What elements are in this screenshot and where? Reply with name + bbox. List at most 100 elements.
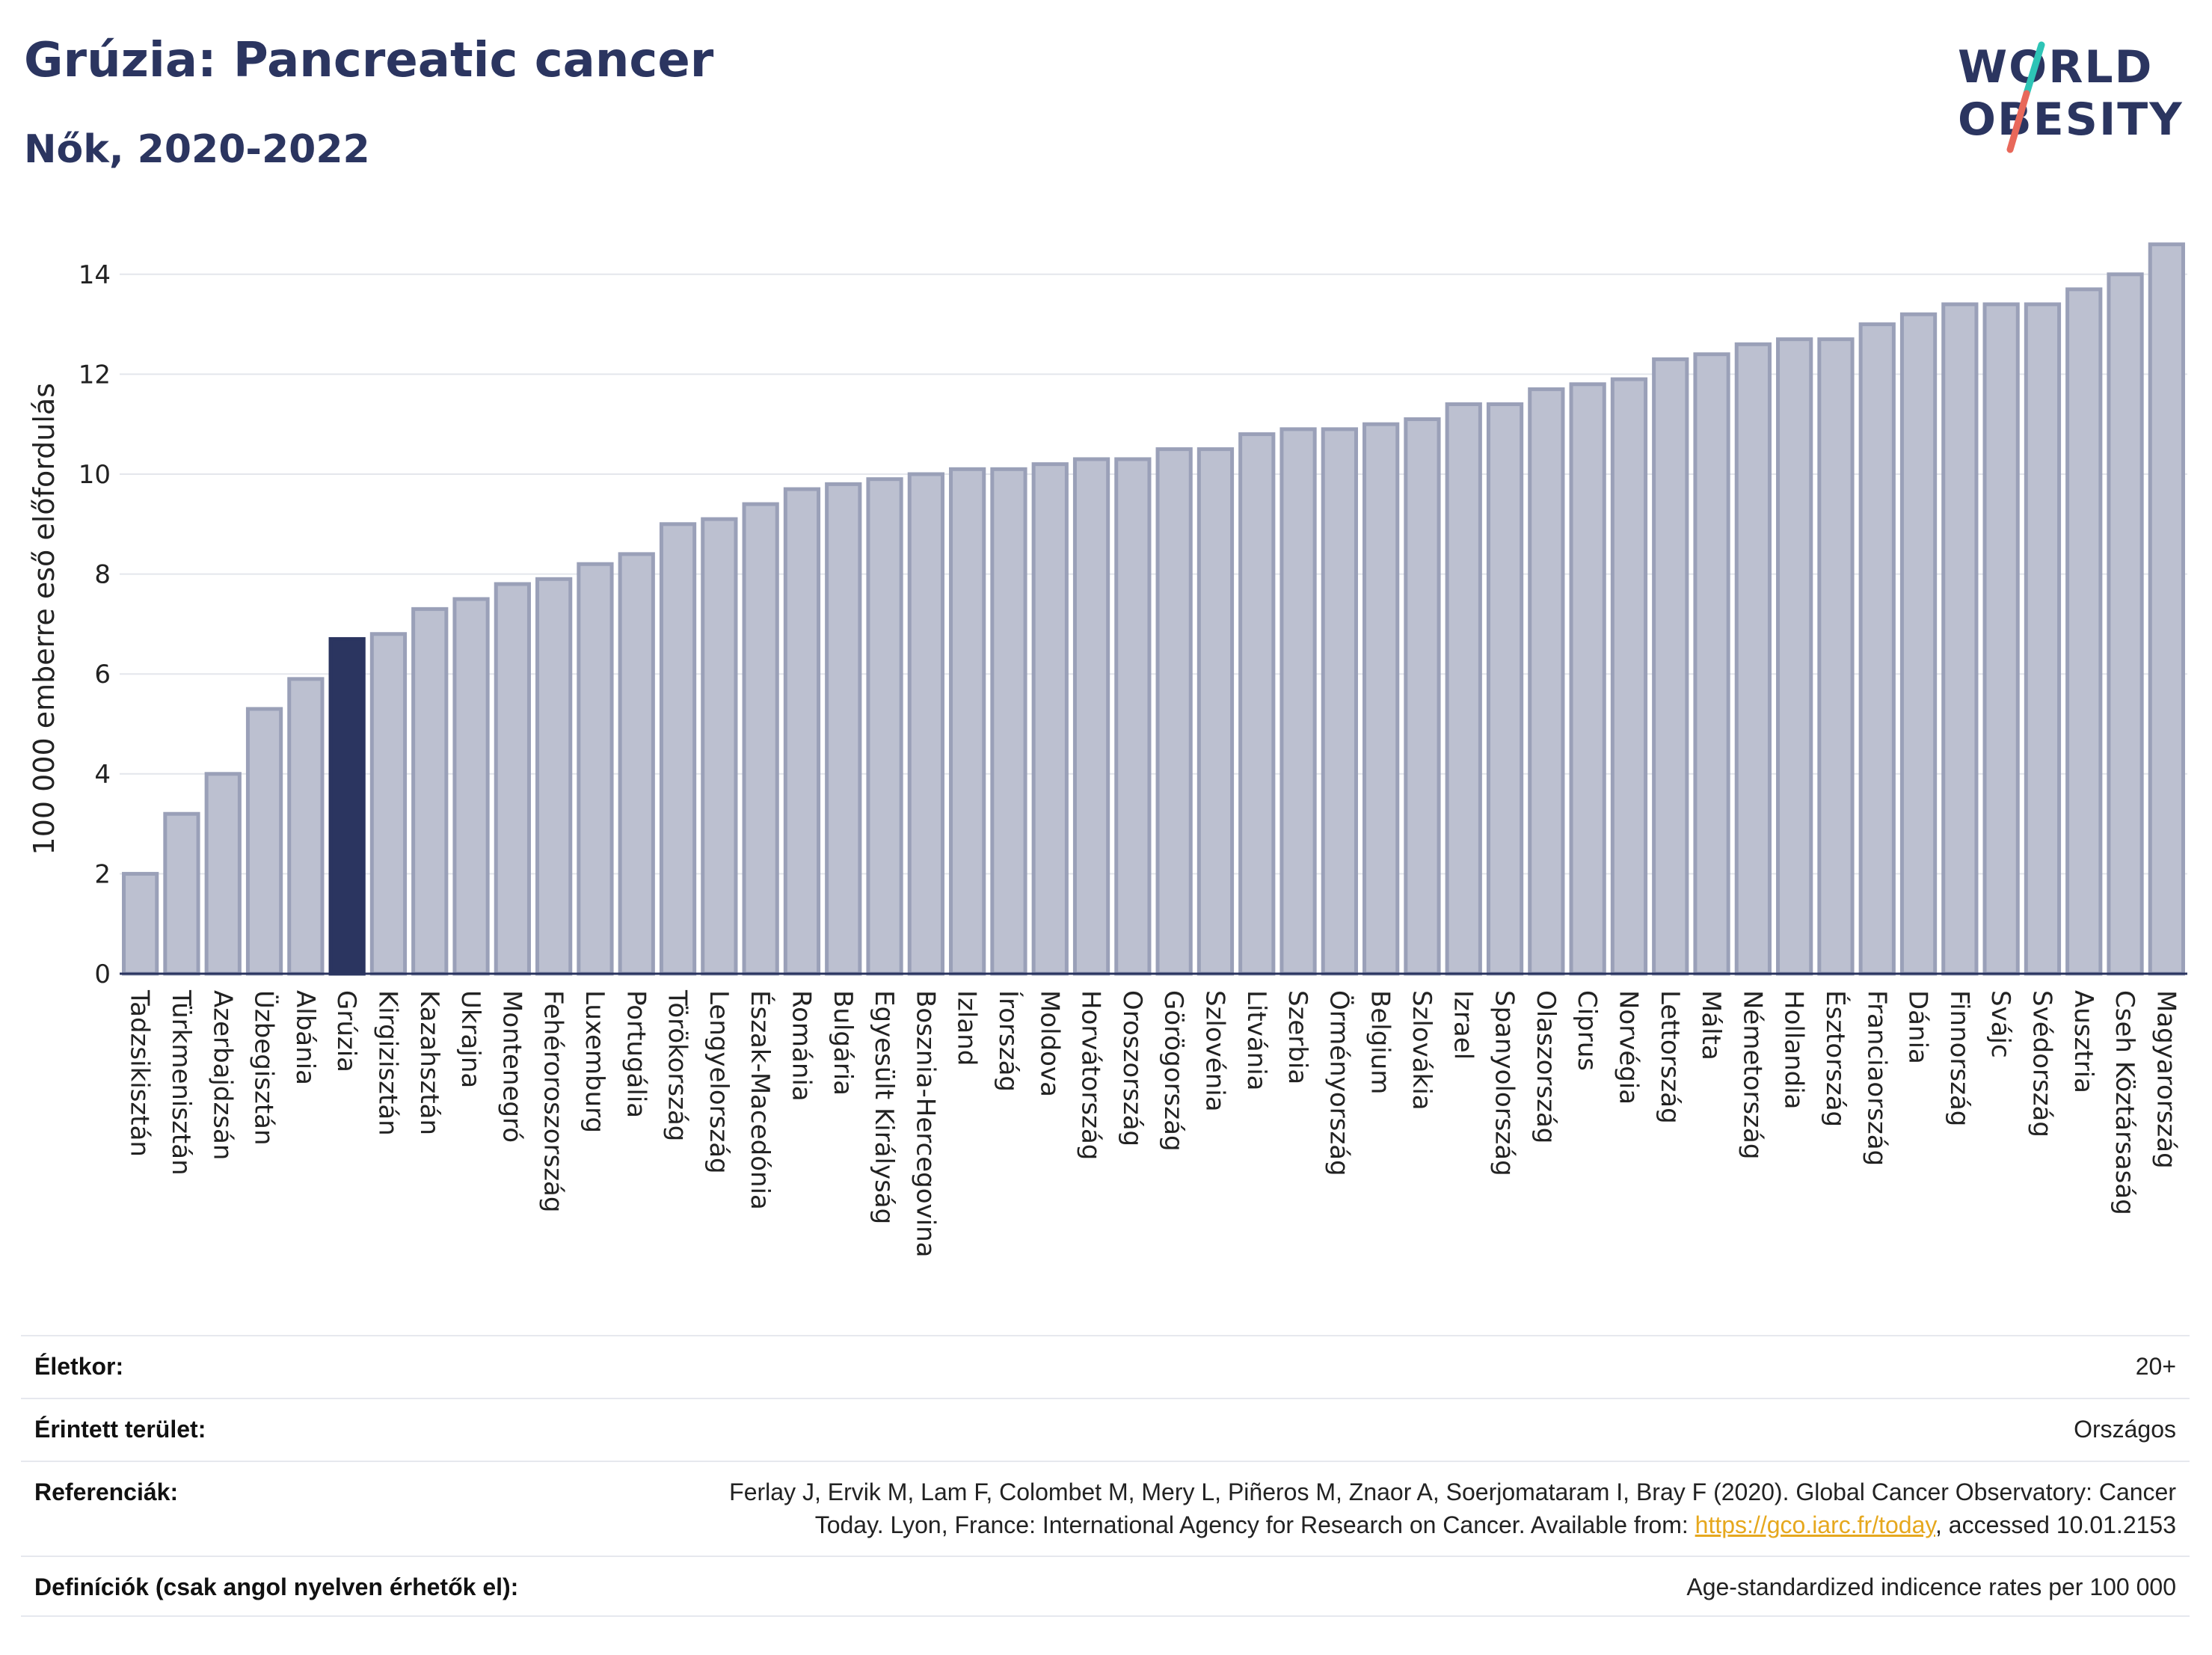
references-link[interactable]: https://gco.iarc.fr/today (1695, 1511, 1935, 1538)
x-tick-label: Fehéroroszország (538, 990, 568, 1212)
info-table: Életkor: 20+ Érintett terület: Országos … (21, 1335, 2190, 1618)
bar (204, 772, 242, 976)
y-tick-label: 2 (94, 859, 111, 889)
info-row-age: Életkor: 20+ (21, 1335, 2190, 1398)
bar (1817, 337, 1855, 976)
y-axis-label: 100 000 emberre eső előfordulás (28, 383, 61, 855)
bar (1610, 377, 1648, 976)
area-label: Érintett terület: (34, 1416, 206, 1443)
bar (1982, 302, 2020, 976)
y-tick-label: 0 (94, 959, 111, 989)
bar (1528, 387, 1565, 976)
x-tick-label: Németország (1737, 990, 1767, 1159)
x-tick-label: Ciprus (1572, 990, 1602, 1071)
bar (1155, 447, 1193, 976)
bar (1652, 357, 1689, 976)
bar (1072, 457, 1110, 976)
bar (949, 467, 986, 976)
logo-slash-red (2006, 90, 2030, 153)
x-tick-label: Málta (1696, 990, 1726, 1060)
bar (494, 582, 531, 976)
bar (1404, 417, 1441, 976)
x-tick-label: Svédország (2027, 990, 2056, 1137)
logo-slash-teal (2023, 41, 2045, 97)
bar (866, 477, 903, 976)
bar (369, 632, 408, 976)
x-tick-label: Törökország (663, 989, 692, 1141)
x-tick-label: Észtország (1820, 990, 1851, 1127)
x-tick-label: Ausztria (2068, 990, 2098, 1093)
x-tick-label: Lettország (1655, 990, 1685, 1124)
bar (1031, 462, 1069, 976)
definitions-value: Age-standardized indicence rates per 100… (1686, 1573, 2176, 1600)
x-tick-label: Észak-Macedónia (745, 990, 775, 1210)
x-tick-label: Dánia (1903, 990, 1933, 1064)
bar (1941, 302, 1979, 976)
x-tick-label: Grúzia (331, 990, 361, 1072)
x-tick-label: Magyarország (2151, 990, 2181, 1169)
x-tick-label: Norvégia (1613, 990, 1643, 1105)
x-tick-label: Hollandia (1779, 990, 1809, 1110)
bar (1279, 427, 1317, 976)
world-obesity-logo: WORLD OBESITY (1958, 41, 2184, 153)
bar (1734, 342, 1772, 976)
x-tick-label: Egyesült Királyság (869, 990, 899, 1224)
y-tick-label: 12 (79, 360, 111, 390)
x-tick-label: Tadzsikisztán (125, 989, 155, 1157)
bar (1445, 402, 1482, 976)
x-tick-label: Cseh Köztársaság (2110, 990, 2139, 1215)
info-bottom-rule (21, 1615, 2190, 1617)
bar (452, 597, 490, 976)
chart-title: Grúzia: Pancreatic cancer (24, 33, 714, 88)
bar (1196, 447, 1235, 976)
x-tick-label: Bulgária (828, 990, 858, 1096)
bar (122, 871, 159, 976)
y-tick-label: 10 (79, 460, 111, 490)
x-tick-label: Izrael (1448, 990, 1478, 1060)
references-line-2-post: , accessed 10.01.2153 (1935, 1511, 2176, 1538)
bar (1362, 422, 1400, 976)
bar (1858, 322, 1896, 976)
x-tick-label: Azerbajdzsán (207, 990, 237, 1160)
x-tick-label: Üzbegisztán (249, 990, 280, 1146)
x-tick-label: Örményország (1324, 990, 1354, 1176)
bar (2148, 242, 2185, 976)
y-tick-label: 14 (79, 260, 111, 290)
x-tick-label: Franciaország (1861, 990, 1891, 1166)
bar (411, 607, 449, 976)
x-tick-label: Horvátország (1076, 990, 1106, 1160)
x-tick-label: Türkmenisztán (166, 989, 196, 1176)
y-tick-label: 6 (94, 660, 111, 690)
x-tick-label: Litvánia (1241, 990, 1271, 1091)
bar (1569, 382, 1606, 976)
bar (783, 487, 821, 976)
bar (825, 482, 862, 976)
bar (1114, 457, 1152, 976)
x-tick-label: Kazahsztán (414, 990, 444, 1135)
x-tick-label: Portugália (621, 990, 651, 1118)
logo-text-obesity: OBESITY (1958, 93, 2184, 146)
bar (1776, 337, 1813, 976)
x-tick-label: Szlovénia (1199, 990, 1229, 1112)
x-tick-label: Albánia (290, 990, 320, 1085)
bar (1238, 432, 1276, 976)
bar-chart: 0 2 4 6 8 10 12 14 100 000 emberre eső előfordul… (28, 242, 2187, 1257)
x-tick-label: Montenegró (497, 990, 526, 1143)
x-tick-label: Finnország (1944, 990, 1974, 1126)
info-row-definitions: Definíciók (csak angol nyelven érhetők e… (21, 1556, 2190, 1618)
bar (659, 522, 697, 976)
bar (163, 811, 200, 976)
references-label: Referenciák: (34, 1479, 179, 1505)
references-line-1: Ferlay J, Ervik M, Lam F, Colombet M, Me… (729, 1479, 2176, 1505)
logo-text-world: WORLD (1958, 41, 2153, 93)
area-value: Országos (2074, 1416, 2176, 1443)
bar (328, 636, 366, 976)
bar (1899, 312, 1938, 976)
x-tick-label: Luxemburg (580, 990, 609, 1133)
info-row-references: Referenciák: Ferlay J, Ervik M, Lam F, C… (21, 1461, 2190, 1556)
x-tick-label: Írország (993, 990, 1024, 1092)
x-tick-label: Ukrajna (455, 990, 485, 1088)
x-tick-label: Oroszország (1117, 990, 1147, 1146)
age-label: Életkor: (34, 1353, 124, 1380)
bar (245, 707, 283, 976)
